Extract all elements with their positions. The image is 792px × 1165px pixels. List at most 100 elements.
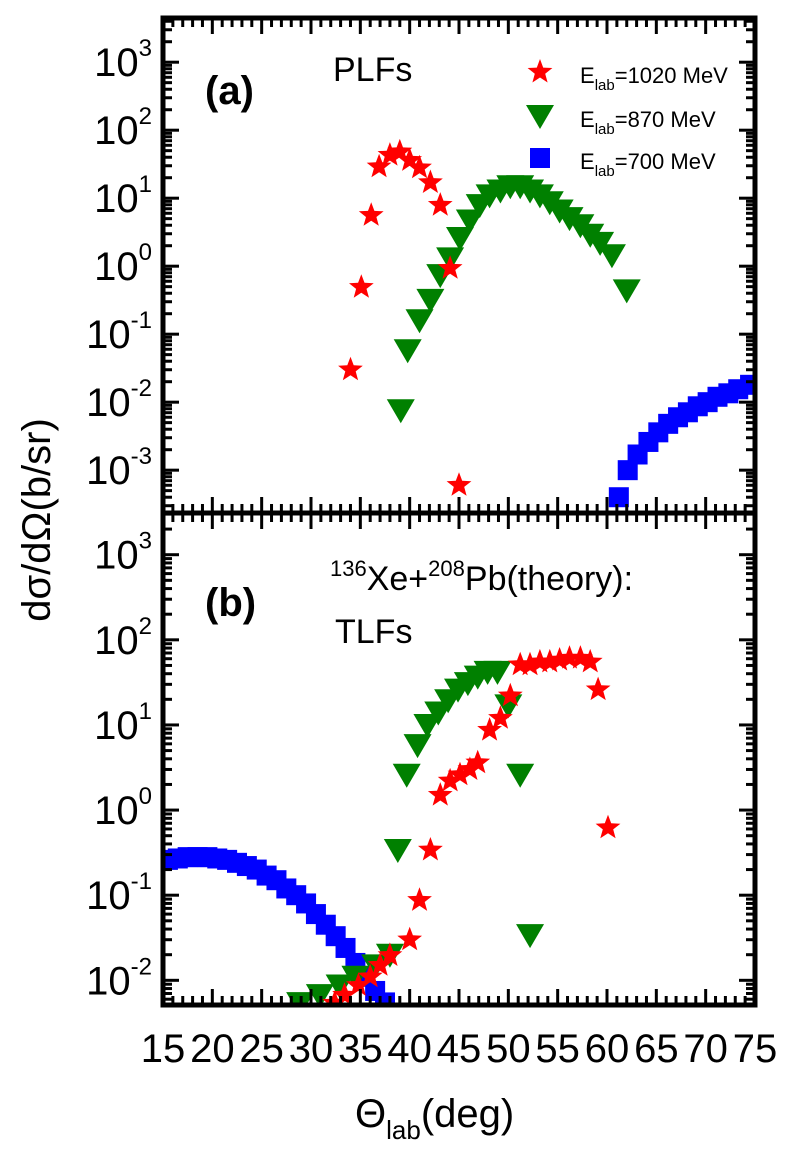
x-axis-title: Θlab(deg) <box>355 1092 514 1145</box>
data-point-square <box>617 460 638 481</box>
data-point-star <box>437 767 463 792</box>
data-point-star <box>446 472 472 496</box>
panel-a-data <box>338 138 755 508</box>
legend-text-870: Elab=870 MeV <box>580 107 716 138</box>
y-tick-labels: 103 102 101 100 10-1 10-2 10-3 103 102 101 100 10-1… <box>86 35 152 1003</box>
y-tick-label: 10-3 <box>86 443 152 493</box>
data-point-star <box>427 782 453 806</box>
x-tick-label: 45 <box>437 1027 482 1071</box>
x-tick-label: 75 <box>733 1027 778 1071</box>
x-tick-label: 25 <box>239 1027 284 1071</box>
series-triangle-down-panel-b <box>286 660 545 1005</box>
legend <box>526 59 554 168</box>
y-tick-label: 102 <box>94 103 152 153</box>
data-point-star <box>358 202 384 226</box>
panel-b-label: (b) <box>205 581 256 625</box>
legend-marker-triangle-down <box>526 105 554 129</box>
y-tick-label: 100 <box>94 783 152 833</box>
data-point-star <box>427 192 453 216</box>
annotation-sup-136: 136 <box>330 556 367 581</box>
data-point-star <box>437 255 463 279</box>
data-point-triangle-down <box>413 713 442 738</box>
y-tick-label: 102 <box>94 613 152 663</box>
data-point-star <box>397 926 422 951</box>
data-point-star <box>377 942 403 966</box>
y-tick-label: 10-1 <box>86 868 152 918</box>
data-point-star <box>349 274 374 298</box>
legend-marker-star <box>527 59 553 83</box>
x-tick-label: 20 <box>190 1027 235 1071</box>
data-point-triangle-down <box>405 309 434 334</box>
x-tick-label: 30 <box>289 1027 334 1071</box>
data-point-star <box>418 169 443 193</box>
data-point-square <box>740 374 755 395</box>
x-tick-label: 35 <box>338 1027 383 1071</box>
y-tick-label: 10-2 <box>86 953 152 1003</box>
y-tick-label: 103 <box>94 35 152 85</box>
annotation-xe: Xe+ <box>367 560 428 598</box>
data-point-star <box>537 648 563 673</box>
legend-marker-square <box>530 148 550 168</box>
data-point-triangle-down <box>416 288 445 313</box>
data-point-triangle-down <box>506 763 535 788</box>
y-tick-label: 103 <box>94 528 152 578</box>
data-point-triangle-down <box>341 965 370 990</box>
data-point-star <box>366 153 392 178</box>
data-point-star <box>407 154 432 179</box>
data-point-star <box>497 682 523 707</box>
data-point-star <box>585 676 611 701</box>
series-star-panel-a <box>338 138 472 496</box>
y-tick-label: 101 <box>94 698 152 748</box>
data-point-star <box>397 147 422 171</box>
panel-a-annotation: PLFs <box>333 51 412 89</box>
data-point-star <box>465 749 491 774</box>
data-point-triangle-down <box>445 226 474 251</box>
y-tick-label: 100 <box>94 239 152 289</box>
data-point-square <box>375 992 395 1005</box>
x-tick-label: 15 <box>141 1027 186 1071</box>
data-point-square <box>608 487 629 508</box>
legend-text-700: Elab=700 MeV <box>580 149 716 180</box>
data-point-star <box>557 645 582 669</box>
panel-b-data <box>163 645 621 1005</box>
data-point-triangle-down <box>383 838 412 863</box>
annotation-pb: Pb(theory): <box>465 560 633 598</box>
panel-b-frame <box>160 510 758 1008</box>
data-point-triangle-down <box>612 279 641 304</box>
x-tick-label: 40 <box>387 1027 432 1071</box>
plot-frames <box>160 15 758 1008</box>
panel-b-annotation-2: TLFs <box>335 613 412 651</box>
y-tick-label: 10-2 <box>86 375 152 425</box>
data-point-star <box>377 142 403 166</box>
data-point-star <box>527 648 553 673</box>
data-point-star <box>568 645 593 669</box>
series-square-panel-a <box>608 374 755 508</box>
legend-text-1020: Elab=1020 MeV <box>580 63 728 94</box>
data-point-triangle-down <box>386 399 415 424</box>
series-star-panel-b <box>322 645 621 1005</box>
x-tick-label: 55 <box>535 1027 580 1071</box>
data-point-star <box>418 837 443 861</box>
data-point-star <box>547 647 572 671</box>
data-point-star <box>517 651 543 676</box>
data-point-triangle-down <box>403 734 432 759</box>
data-point-star <box>595 814 621 839</box>
data-point-star <box>387 138 413 163</box>
data-point-star <box>338 356 363 381</box>
annotation-sup-208: 208 <box>428 556 465 581</box>
data-point-triangle-down <box>393 339 422 364</box>
x-tick-labels: 15 20 25 30 35 40 45 50 55 60 65 70 75 <box>141 1027 778 1071</box>
data-point-star <box>367 952 393 976</box>
data-point-star <box>507 651 533 676</box>
data-point-triangle-down <box>455 209 484 234</box>
series-triangle-down-panel-a <box>386 175 641 424</box>
panel-b-annotation: 136Xe+208Pb(theory): <box>330 556 633 598</box>
data-point-triangle-down <box>325 974 354 999</box>
data-point-star <box>457 756 483 780</box>
data-point-triangle-down <box>483 660 512 685</box>
y-axis-title: dσ/dΩ(b/sr) <box>15 418 59 622</box>
data-point-star <box>488 705 513 729</box>
data-point-star <box>447 761 473 786</box>
data-point-star <box>357 963 383 988</box>
